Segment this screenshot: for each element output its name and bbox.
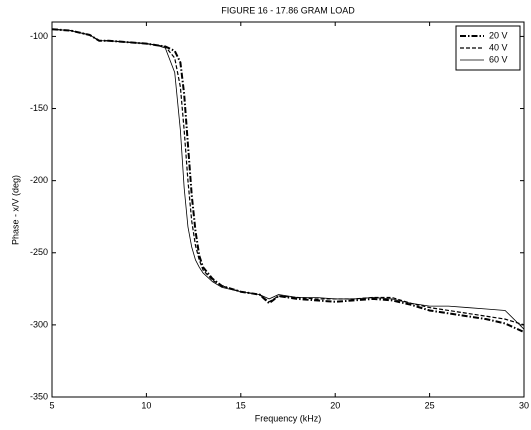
legend-label: 20 V <box>489 30 508 40</box>
y-tick-label: -100 <box>30 31 48 41</box>
y-tick-label: -350 <box>30 391 48 401</box>
series-line <box>51 28 525 330</box>
legend-box <box>455 25 521 71</box>
x-tick-label: 30 <box>519 400 529 410</box>
x-axis-label: Frequency (kHz) <box>255 413 322 423</box>
x-tick-label: 15 <box>236 400 246 410</box>
y-tick-label: -300 <box>30 319 48 329</box>
x-tick-label: 10 <box>141 400 151 410</box>
y-tick-label: -150 <box>30 103 48 113</box>
plot-area <box>51 21 525 398</box>
x-tick-label: 20 <box>330 400 340 410</box>
x-tick-label: 25 <box>425 400 435 410</box>
chart-title: FIGURE 16 - 17.86 GRAM LOAD <box>221 5 355 15</box>
y-tick-label: -200 <box>30 175 48 185</box>
legend-label: 40 V <box>489 42 508 52</box>
legend-label: 60 V <box>489 54 508 64</box>
x-tick-label: 5 <box>49 400 54 410</box>
y-axis-label: Phase - x/V (deg) <box>10 175 20 245</box>
y-tick-label: -250 <box>30 247 48 257</box>
